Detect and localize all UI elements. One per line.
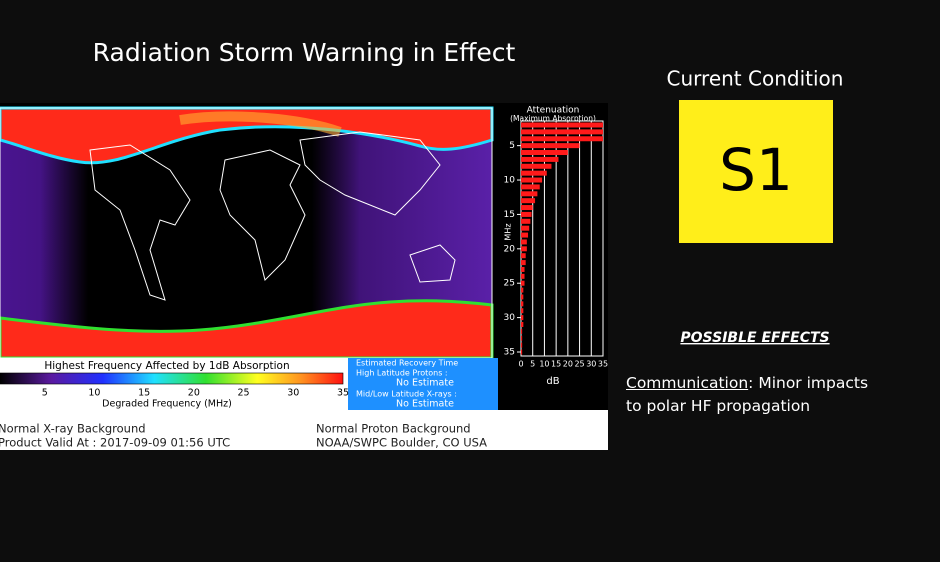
bar	[521, 260, 526, 266]
bar	[521, 122, 603, 128]
recovery-value: No Estimate	[396, 399, 454, 410]
colorbar-tick-label: 5	[42, 388, 48, 399]
bar	[521, 211, 532, 217]
condition-heading: Current Condition	[667, 67, 844, 91]
attenuation-subtitle: (Maximum Absorption)	[510, 114, 596, 123]
x-tick-label: 0	[518, 360, 523, 369]
bar	[521, 225, 530, 231]
colorbar-title: Highest Frequency Affected by 1dB Absorp…	[44, 360, 289, 372]
effects-description: : Minor impacts to polar HF propagation	[626, 374, 869, 415]
attenuation-title: Attenuation	[527, 106, 580, 116]
x-tick-label: 25	[574, 360, 584, 369]
recovery-label: Mid/Low Latitude X-rays :	[356, 390, 457, 399]
bar	[521, 191, 538, 197]
bar	[521, 205, 533, 211]
condition-box	[679, 100, 833, 243]
bar	[521, 335, 523, 341]
bar	[521, 280, 525, 286]
effects-category: Communication	[626, 374, 749, 392]
y-tick-label: 15	[504, 210, 515, 220]
bar	[521, 294, 524, 300]
x-tick-label: 5	[530, 360, 535, 369]
footer-text: Product Valid At : 2017-09-09 01:56 UTC	[0, 436, 230, 450]
bar	[521, 273, 525, 279]
colorbar-tick-label: 30	[287, 388, 299, 399]
x-tick-label: 10	[539, 360, 549, 369]
recovery-label: High Latitude Protons :	[356, 369, 448, 378]
y-tick-label: 25	[504, 279, 515, 289]
slide-title: Radiation Storm Warning in Effect	[93, 38, 516, 67]
bar	[521, 328, 523, 334]
footer-text: Normal X-ray Background	[0, 422, 146, 436]
colorbar	[0, 372, 344, 385]
bar	[521, 321, 524, 327]
colorbar-label: Degraded Frequency (MHz)	[102, 399, 232, 410]
recovery-title: Estimated Recovery Time	[356, 359, 458, 368]
bar	[521, 198, 536, 204]
y-tick-label: 20	[504, 244, 516, 254]
bar	[521, 232, 529, 238]
bar	[521, 246, 527, 252]
bar	[521, 218, 531, 224]
condition-level: S1	[719, 136, 793, 204]
y-axis-label: MHz	[504, 223, 513, 240]
bar	[521, 315, 524, 321]
footer-text: NOAA/SWPC Boulder, CO USA	[316, 436, 487, 450]
bar	[521, 287, 524, 293]
recovery-panel	[348, 358, 498, 410]
recovery-value: No Estimate	[396, 378, 454, 389]
bar	[521, 239, 527, 245]
y-tick-label: 5	[509, 141, 515, 151]
y-tick-label: 30	[504, 313, 516, 323]
bar	[521, 150, 568, 156]
bar	[521, 136, 603, 142]
colorbar-tick-label: 25	[238, 388, 250, 399]
bar	[521, 266, 525, 272]
x-tick-label: 35	[598, 360, 608, 369]
effects-heading: POSSIBLE EFFECTS	[680, 330, 829, 346]
absorption-map	[0, 106, 494, 360]
y-tick-label: 10	[504, 176, 516, 186]
x-axis-label: dB	[546, 376, 559, 387]
y-tick-label: 35	[504, 348, 515, 358]
colorbar-tick-label: 15	[138, 388, 150, 399]
bar	[521, 349, 523, 355]
effects-text: Communication: Minor impacts to polar HF…	[626, 372, 886, 418]
bar	[521, 143, 580, 149]
x-tick-label: 20	[563, 360, 573, 369]
bar	[521, 177, 543, 183]
bar	[521, 163, 552, 169]
bar	[521, 342, 523, 348]
footer-text: Normal Proton Background	[316, 422, 471, 436]
bar	[521, 253, 526, 259]
bar	[521, 301, 524, 307]
colorbar-tick-label: 35	[337, 388, 349, 399]
x-tick-label: 15	[551, 360, 561, 369]
colorbar-tick-label: 20	[188, 388, 200, 399]
bar	[521, 129, 603, 135]
x-tick-label: 30	[586, 360, 596, 369]
footer-panel	[0, 410, 608, 450]
plot-area	[520, 120, 604, 357]
bar	[521, 170, 547, 176]
bar	[521, 184, 540, 190]
colorbar-tick-label: 10	[88, 388, 100, 399]
bar	[521, 156, 559, 162]
bar	[521, 308, 524, 314]
